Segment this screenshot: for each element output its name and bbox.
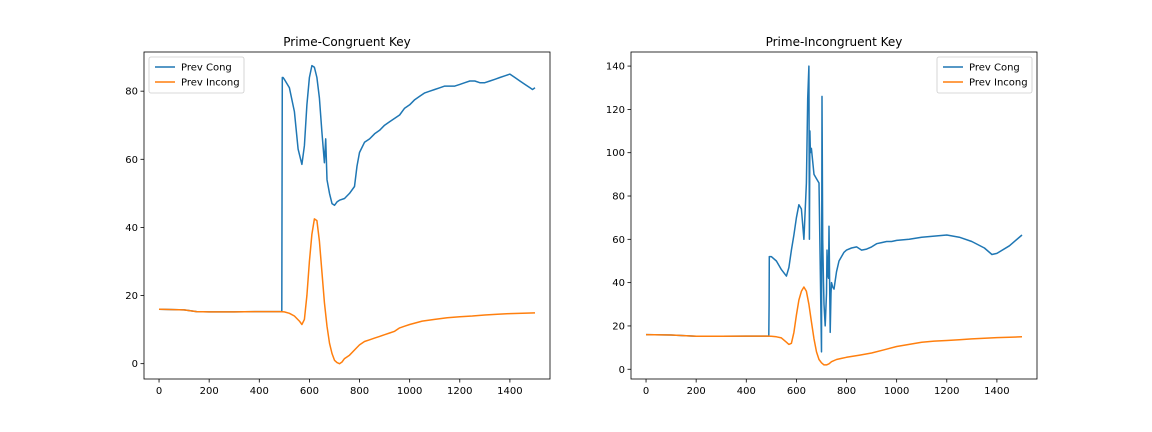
y-tick-label: 0 [132,359,138,370]
x-tick-label: 800 [837,386,856,397]
x-tick-label: 0 [643,386,649,397]
y-tick-label: 120 [606,105,625,116]
y-tick-label: 60 [612,235,625,246]
legend-label: Prev Incong [181,78,240,89]
x-tick-label: 800 [350,386,369,397]
y-tick-label: 80 [125,87,138,98]
y-tick-label: 100 [606,148,625,159]
x-tick-label: 1000 [397,386,422,397]
x-tick-label: 1400 [984,386,1009,397]
x-tick-label: 1200 [934,386,959,397]
chart-title: Prime-Congruent Key [283,35,410,49]
chart-title: Prime-Incongruent Key [766,35,903,49]
chart-panel-prime-incongruent: 0 200 400 600 800 1000 1200 1400 0 20 40 60 80 100 120… [606,35,1038,397]
axes-frame [143,51,551,380]
chart-panel-prime-congruent: 0 200 400 600 800 1000 1200 1400 0 20 40 60 80 Prime-… [125,35,551,397]
legend-box [936,56,1033,94]
y-tick-label: 20 [612,321,625,332]
x-tick-label: 1200 [447,386,472,397]
x-tick-label: 200 [687,386,706,397]
x-tick-label: 200 [200,386,219,397]
y-tick-label: 40 [612,278,625,289]
x-tick-label: 400 [737,386,756,397]
y-tick-label: 20 [125,291,138,302]
x-tick-label: 600 [787,386,806,397]
x-tick-label: 400 [250,386,269,397]
legend-label: Prev Cong [969,63,1020,74]
legend-box [148,56,245,94]
plot-area [645,65,1023,366]
legend-label: Prev Incong [969,78,1028,89]
series-line-prev-incong [645,286,1023,366]
legend: Prev Cong Prev Incong [148,56,245,94]
series-line-prev-cong [158,64,536,313]
x-tick-label: 0 [156,386,162,397]
x-tick-label: 1000 [884,386,909,397]
y-tick-label: 0 [619,365,625,376]
legend-label: Prev Cong [181,63,232,74]
x-tick-label: 600 [300,386,319,397]
y-tick-label: 40 [125,223,138,234]
y-tick-label: 60 [125,155,138,166]
plot-area [158,64,536,365]
axes-frame [630,51,1038,380]
series-line-prev-incong [158,218,536,365]
series-line-prev-cong [645,65,1023,353]
y-tick-label: 140 [606,62,625,73]
legend: Prev Cong Prev Incong [936,56,1033,94]
x-tick-label: 1400 [497,386,522,397]
y-tick-label: 80 [612,192,625,203]
